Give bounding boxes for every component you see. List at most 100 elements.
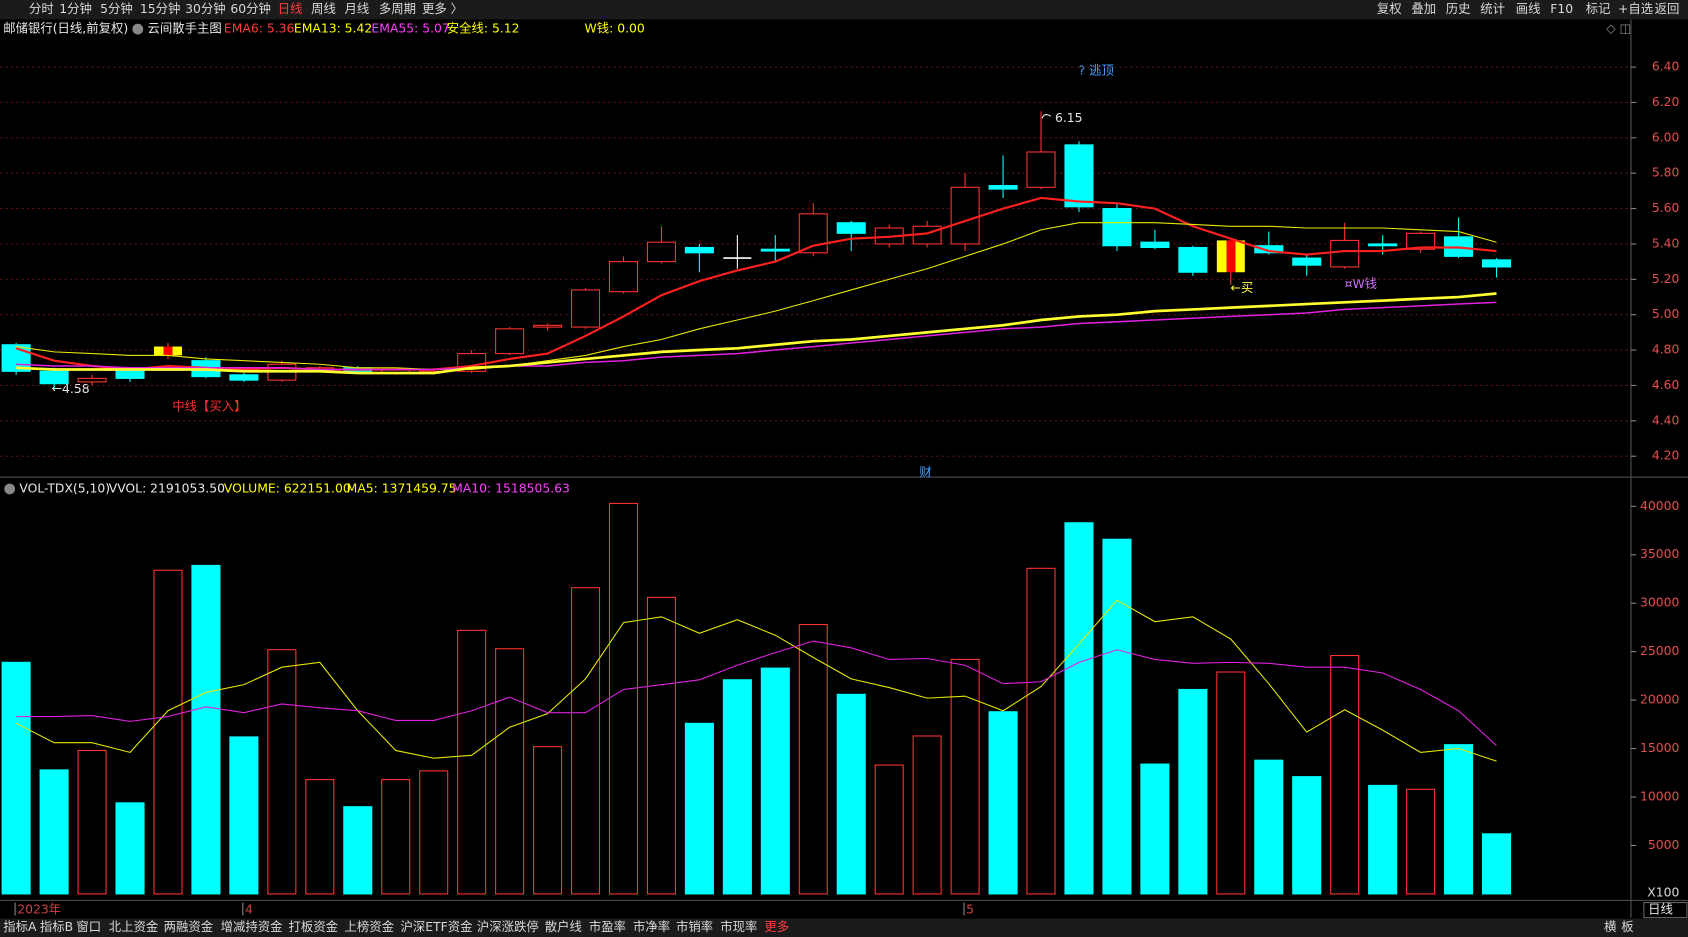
high-label: 6.15 xyxy=(1055,111,1083,125)
volume-bar xyxy=(191,564,221,895)
icon[interactable]: ◇ ◫ xyxy=(1606,22,1631,36)
volume-bar xyxy=(1444,744,1474,895)
legend: MA5: 1371459.75 xyxy=(347,481,457,495)
period-tab[interactable]: 5分钟 xyxy=(100,1,133,16)
volume-bar xyxy=(1481,833,1512,895)
bottom-tab[interactable]: 指标A xyxy=(3,919,37,934)
bottom-tab[interactable]: 更多 xyxy=(764,920,789,934)
candle-body xyxy=(570,289,601,328)
y-tick-label: 15000 xyxy=(1640,741,1679,755)
candle-body xyxy=(646,241,676,263)
y-tick-label: 6.40 xyxy=(1652,60,1680,74)
icon xyxy=(132,23,144,35)
tool-button[interactable]: 统计 xyxy=(1480,2,1505,16)
bottom-tab[interactable]: 两融资金 xyxy=(164,919,214,934)
candle-body xyxy=(950,186,980,245)
candle-body xyxy=(760,248,790,252)
bottom-tab[interactable]: 市现率 xyxy=(720,919,757,934)
volume-bar xyxy=(798,623,828,895)
bottom-tab[interactable]: 窗口 xyxy=(76,920,101,934)
low-label: ←4.58 xyxy=(52,381,90,395)
tool-button[interactable]: 标记 xyxy=(1586,2,1611,16)
candle-body xyxy=(1026,151,1056,188)
bottom-tab[interactable]: 沪深涨跌停 xyxy=(477,919,539,934)
y-tick-label: 5.00 xyxy=(1652,307,1680,321)
candle-body xyxy=(1406,232,1436,250)
period-tab[interactable]: 多周期 xyxy=(379,2,416,16)
bottom-tab[interactable]: 北上资金 xyxy=(109,919,159,934)
indicator-name: 云间散手主图 xyxy=(147,21,221,36)
volume-bar xyxy=(1216,671,1246,895)
period-tab[interactable]: 周线 xyxy=(311,2,336,16)
volume-bar xyxy=(77,749,107,895)
legend: VOLUME: 622151.00 xyxy=(224,481,351,495)
annotation: 财 xyxy=(919,465,931,479)
candle-body xyxy=(1102,208,1132,247)
y-tick-label: 40000 xyxy=(1640,499,1679,513)
volume-bar xyxy=(39,769,69,895)
candle-body xyxy=(1064,144,1094,208)
candle-body xyxy=(229,374,259,381)
volume-bar xyxy=(115,802,145,895)
bottom-tab[interactable]: 沪深ETF资金 xyxy=(400,919,473,934)
legend: EMA6: 5.36 xyxy=(224,22,295,36)
candle-body xyxy=(988,185,1018,190)
volume-bar xyxy=(381,779,411,895)
volume-bar xyxy=(950,658,980,895)
candle-body xyxy=(533,324,563,328)
period-box xyxy=(1643,901,1688,919)
y-tick-label: 30000 xyxy=(1640,596,1679,610)
tool-button[interactable]: 画线 xyxy=(1516,2,1541,16)
volume-bar xyxy=(457,629,487,895)
volume-bar xyxy=(836,693,866,895)
candle-body xyxy=(77,377,107,383)
annotation: 中线【买入】 xyxy=(172,399,246,414)
bottom-tab[interactable]: 指标B xyxy=(40,919,73,934)
bottom-tab[interactable]: 散户线 xyxy=(545,919,582,934)
view-button[interactable]: 板 xyxy=(1621,920,1633,934)
candle-body xyxy=(1330,239,1360,268)
volume-bar xyxy=(912,735,942,895)
tool-button[interactable]: 复权 xyxy=(1377,1,1402,16)
period-tab[interactable]: 60分钟 xyxy=(230,1,270,16)
tool-button[interactable]: 返回 xyxy=(1655,2,1680,16)
period-tab[interactable]: 1分钟 xyxy=(59,1,92,16)
tool-button[interactable]: 叠加 xyxy=(1411,2,1436,16)
bottom-tab[interactable]: 上榜资金 xyxy=(344,919,394,934)
tool-button[interactable]: F10 xyxy=(1550,2,1573,16)
volume-bar xyxy=(684,722,714,895)
legend: EMA13: 5.42 xyxy=(294,22,372,36)
candle-body xyxy=(608,261,639,293)
y-tick-label: 5.60 xyxy=(1652,201,1680,215)
ma-line xyxy=(15,599,1497,762)
y-tick-label: 10000 xyxy=(1640,790,1679,804)
period-tab[interactable]: 月线 xyxy=(344,2,369,16)
bottom-tab[interactable]: 打板资金 xyxy=(289,919,339,934)
candle-body xyxy=(39,370,69,385)
bottom-tab[interactable]: 市销率 xyxy=(676,919,713,934)
y-tick-label: 4.60 xyxy=(1652,378,1680,392)
bottom-tab[interactable]: 市盈率 xyxy=(589,919,626,934)
view-button[interactable]: 横 xyxy=(1604,920,1617,934)
period-tab[interactable]: 分时 xyxy=(29,2,54,16)
period-tab[interactable]: 15分钟 xyxy=(140,1,180,16)
period-tab[interactable]: 更多 〉 xyxy=(422,2,463,16)
annotation: ¤W钱 xyxy=(1345,276,1377,291)
icon xyxy=(4,483,16,495)
period-tab[interactable]: 日线 xyxy=(278,2,303,16)
ema-line xyxy=(16,222,1497,371)
tool-button[interactable]: +自选 xyxy=(1618,2,1653,16)
candle-body xyxy=(115,370,145,379)
volume-bar xyxy=(533,746,563,895)
candle-body xyxy=(1140,241,1170,249)
volume-bar xyxy=(1292,776,1322,895)
volume-bar xyxy=(646,596,676,895)
legend: 安全线: 5.12 xyxy=(447,21,520,36)
volume-bar xyxy=(570,587,601,895)
tool-button[interactable]: 历史 xyxy=(1446,2,1471,16)
bottom-tab[interactable]: 市净率 xyxy=(633,919,670,934)
y-tick-label: 35000 xyxy=(1640,547,1679,561)
period-tab[interactable]: 30分钟 xyxy=(185,1,225,16)
bottom-tab[interactable]: 增减持资金 xyxy=(221,919,283,934)
